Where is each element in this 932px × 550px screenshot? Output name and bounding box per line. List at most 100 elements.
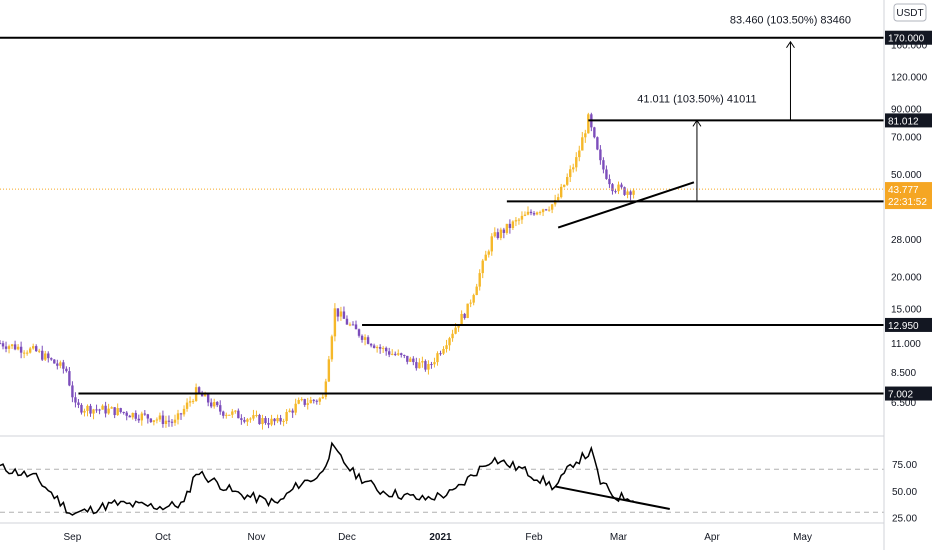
candle-body [342,311,346,319]
candle [400,352,403,358]
candle [35,344,38,352]
candle [629,190,632,201]
candle-body [270,418,273,425]
candle-body [529,211,533,214]
measure-arrow[interactable]: 41.011 (103.50%) 41011 [637,93,757,202]
measure-arrow[interactable]: 83.460 (103.50%) 83460 [730,15,851,121]
candle [4,341,8,353]
oscillator-tick-label: 75.00 [892,460,917,471]
time-tick-label: Dec [338,532,356,543]
level-tag-label: 170.000 [888,34,925,45]
candle [164,415,168,428]
candle [137,414,140,423]
candle-body [179,413,183,415]
level-price-tag: 7.002 [885,386,932,401]
candle-body [587,114,590,134]
candle-body [375,347,379,349]
candle-body [140,413,144,421]
current-tag-bg [885,182,932,210]
price-tick-label: 120.000 [891,73,928,84]
candle [566,173,569,186]
candle-body [502,229,506,233]
candle-body [481,260,484,274]
candle [297,397,300,405]
candle-body [209,402,213,407]
candle [445,339,448,353]
candle [602,157,605,174]
candle [1,340,5,350]
candle [587,112,590,134]
candle [25,350,29,356]
candle-body [143,413,147,415]
candle-body [246,419,249,422]
candle-body [599,149,602,161]
candle [478,269,481,291]
trendline[interactable] [557,181,695,229]
candle-body [466,303,469,319]
currency-badge[interactable]: USDT [893,3,927,22]
candle-body [273,418,276,422]
candle-body [575,157,578,168]
candle-body [569,169,572,178]
divergence-trendline[interactable] [554,485,670,511]
candle-body [146,414,150,419]
level-tag-bg [885,386,932,401]
candle-body [384,347,388,352]
candle-body [351,324,355,326]
candle-body [303,399,306,405]
time-tick-label: Oct [155,532,171,543]
candle [596,136,599,151]
candle-body [526,211,530,215]
candle [529,209,533,216]
candle-body [490,236,493,252]
candle [384,346,388,356]
candle [421,356,424,368]
time-tick-label: Feb [525,532,543,543]
oscillator-tick-label: 25.00 [892,514,917,525]
candle-body [297,399,300,404]
candle [86,404,89,417]
candle-body [369,343,373,346]
candle [19,341,23,359]
candle [357,328,361,338]
level-price-tag: 170.000 [885,30,932,45]
candles [0,112,635,430]
candle [161,410,165,428]
candle [56,359,59,370]
candle-body [544,209,548,211]
candle [333,303,337,342]
candle-body [457,325,460,328]
candle [276,414,279,424]
candle-body [523,214,527,216]
candle-body [89,405,92,414]
candle [505,223,509,235]
candle [158,412,162,422]
candle-body [98,409,101,411]
candle-body [378,347,382,349]
candle-body [267,422,270,425]
candle [363,334,367,346]
candle-body [538,212,542,214]
candle [155,417,159,424]
candle [433,357,436,368]
candle [10,343,14,349]
candle-body [291,410,294,413]
candle-body [294,403,297,413]
candle-body [562,184,566,187]
candle [418,358,421,369]
candle [562,184,566,188]
candle [31,343,35,350]
candle-body [92,409,95,414]
candle [182,405,186,417]
candle-body [511,221,515,229]
candle [599,145,602,165]
candle-body [312,399,315,401]
candle-body [608,178,611,185]
candle [336,308,340,322]
current-price-label: 43.777 [888,185,919,196]
candle-body [584,133,587,138]
candle-body [134,412,137,419]
candle-body [439,353,442,355]
candle-body [243,419,246,422]
candle-body [550,204,554,210]
